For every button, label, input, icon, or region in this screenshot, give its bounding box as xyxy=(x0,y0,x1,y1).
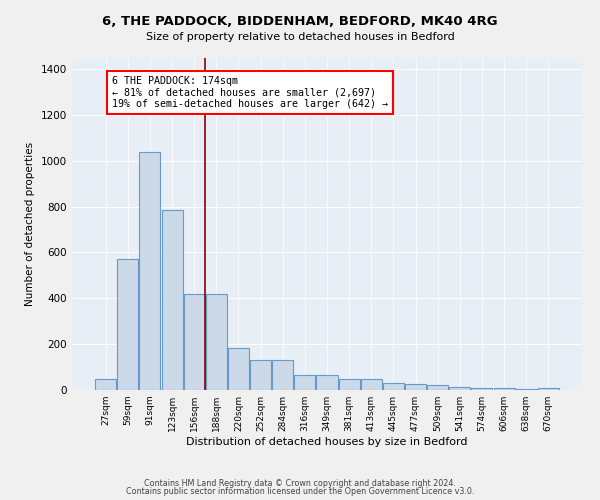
Bar xyxy=(472,388,493,390)
Bar xyxy=(228,348,249,390)
Text: Contains public sector information licensed under the Open Government Licence v3: Contains public sector information licen… xyxy=(126,487,474,496)
Bar xyxy=(161,210,182,390)
Bar xyxy=(338,378,359,390)
Bar xyxy=(272,360,293,390)
Bar xyxy=(295,375,316,390)
Text: Size of property relative to detached houses in Bedford: Size of property relative to detached ho… xyxy=(146,32,454,42)
Y-axis label: Number of detached properties: Number of detached properties xyxy=(25,142,35,306)
Text: 6 THE PADDOCK: 174sqm
← 81% of detached houses are smaller (2,697)
19% of semi-d: 6 THE PADDOCK: 174sqm ← 81% of detached … xyxy=(112,76,388,109)
Bar xyxy=(316,375,338,390)
Bar xyxy=(206,294,227,390)
Bar xyxy=(95,378,116,390)
Bar xyxy=(449,386,470,390)
Bar xyxy=(139,152,160,390)
X-axis label: Distribution of detached houses by size in Bedford: Distribution of detached houses by size … xyxy=(186,437,468,447)
Text: Contains HM Land Registry data © Crown copyright and database right 2024.: Contains HM Land Registry data © Crown c… xyxy=(144,478,456,488)
Bar xyxy=(427,386,448,390)
Bar xyxy=(250,360,271,390)
Bar xyxy=(405,384,426,390)
Bar xyxy=(118,260,139,390)
Bar xyxy=(538,388,559,390)
Bar xyxy=(361,378,382,390)
Bar xyxy=(494,388,515,390)
Bar xyxy=(383,383,404,390)
Bar xyxy=(184,294,205,390)
Text: 6, THE PADDOCK, BIDDENHAM, BEDFORD, MK40 4RG: 6, THE PADDOCK, BIDDENHAM, BEDFORD, MK40… xyxy=(102,15,498,28)
